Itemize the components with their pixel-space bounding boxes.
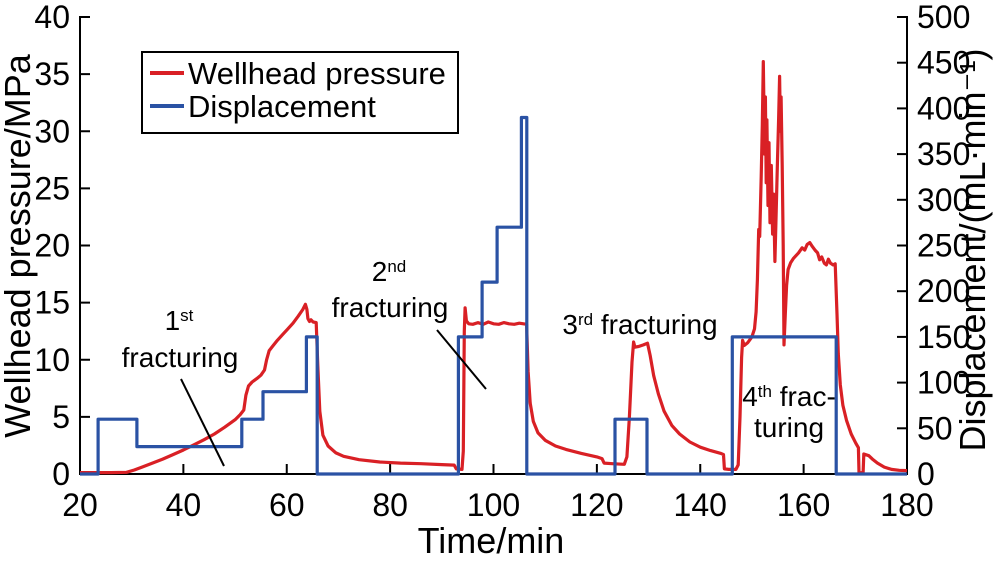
y-left-tick-label: 40: [34, 0, 70, 35]
y-right-tick-label: 350: [917, 136, 970, 172]
x-axis-tick-label: 20: [62, 487, 98, 523]
y-right-tick-label: 300: [917, 182, 970, 218]
series-layer: [80, 60, 908, 476]
y-right-tick-label: 500: [917, 0, 970, 35]
y-left-tick-label: 20: [34, 228, 70, 264]
y-right-tick-label: 250: [917, 228, 970, 264]
y-right-tick-label: 200: [917, 273, 970, 309]
annotation-second-fracturing: 2nd fracturing: [332, 256, 487, 390]
x-axis-tick-label: 120: [570, 487, 623, 523]
annotation-first-fracturing: 1st fracturing: [122, 305, 239, 467]
annotation-third-line: 3rd fracturing: [562, 309, 717, 340]
annotation-first-line2: fracturing: [122, 342, 239, 373]
displacement-line: [80, 115, 907, 476]
annotation-first-line1: 1st: [165, 305, 194, 336]
x-axis-tick-label: 40: [166, 487, 202, 523]
y-right-tick-label: 400: [917, 90, 970, 126]
legend-label-displacement: Displacement: [188, 89, 376, 124]
x-axis-tick-label: 80: [372, 487, 408, 523]
legend-label-wellhead-pressure: Wellhead pressure: [188, 56, 446, 91]
y-right-axis-title: Displacement/(mL·min⁻¹): [952, 48, 993, 451]
y-left-tick-label: 5: [52, 399, 70, 435]
wellhead-pressure-line: [80, 60, 908, 475]
annotation-third-fracturing: 3rd fracturing: [562, 309, 717, 340]
legend: Wellhead pressure Displacement: [141, 51, 459, 134]
annotation-fourth-line1: 4th frac-: [742, 381, 836, 412]
x-axis-tick-label: 100: [467, 487, 520, 523]
y-left-tick-label: 0: [52, 456, 70, 492]
annotation-second-line2: fracturing: [332, 292, 449, 323]
annotation-second-pointer-line: [436, 329, 487, 390]
y-left-tick-label: 10: [34, 342, 70, 378]
y-left-tick-label: 30: [34, 113, 70, 149]
x-axis-tick-label: 180: [880, 487, 933, 523]
y-left-tick-label: 15: [34, 285, 70, 321]
y-right-tick-label: 450: [917, 45, 970, 81]
y-right-tick-label: 150: [917, 319, 970, 355]
y-right-tick-label: 0: [917, 456, 935, 492]
annotation-fourth-fracturing: 4th frac- turing: [742, 381, 836, 443]
x-axis-tick-label: 140: [674, 487, 727, 523]
y-left-axis-title: Wellhead pressure/MPa: [0, 53, 38, 437]
y-right-tick-label: 100: [917, 365, 970, 401]
annotation-fourth-line2: turing: [754, 412, 824, 443]
y-left-tick-label: 35: [34, 56, 70, 92]
x-axis-tick-label: 160: [777, 487, 830, 523]
legend-box: [141, 51, 459, 134]
x-axis-title: Time/min: [418, 520, 565, 561]
y-left-tick-label: 25: [34, 170, 70, 206]
y-right-tick-label: 50: [917, 410, 953, 446]
axes-layer: 20 40 60 80 100 120 140 160 18005101520253035400…: [34, 0, 970, 523]
annotation-second-line1: 2nd: [372, 256, 407, 287]
x-axis-tick-label: 60: [269, 487, 305, 523]
annotation-first-pointer-line: [180, 378, 225, 467]
